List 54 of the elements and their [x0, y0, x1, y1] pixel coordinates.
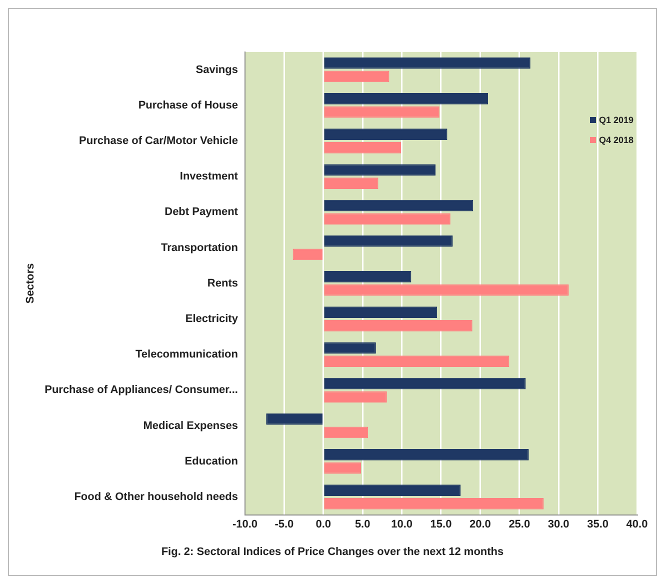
- bar: [324, 213, 450, 225]
- bar: [324, 449, 529, 460]
- y-tick-label: Transportation: [160, 242, 238, 254]
- bar: [324, 200, 474, 212]
- x-tick-label: 30.0: [548, 518, 570, 530]
- bar: [324, 320, 472, 332]
- bar: [324, 128, 448, 140]
- bar: [324, 306, 438, 318]
- bar: [324, 178, 378, 189]
- bar: [324, 235, 453, 247]
- y-tick-label: Savings: [196, 64, 238, 76]
- x-tick-label: 40.0: [626, 518, 648, 530]
- bar: [324, 164, 436, 176]
- x-tick-label: 0.0: [316, 518, 332, 530]
- bar: [324, 57, 530, 69]
- y-tick-label: Investment: [180, 170, 238, 183]
- y-tick-label: Purchase of Appliances/ Consumer...: [44, 384, 238, 396]
- y-tick-label: Food & Other household needs: [74, 491, 238, 504]
- bar: [324, 356, 510, 367]
- bar: [324, 271, 412, 282]
- y-tick-label: Medical Expenses: [143, 420, 238, 432]
- y-tick-label: Electricity: [185, 313, 239, 326]
- x-tick-label: -5.0: [274, 518, 294, 530]
- x-tick-label: 25.0: [508, 518, 530, 530]
- y-tick-label: Rents: [207, 277, 238, 290]
- y-tick-label: Education: [184, 455, 238, 468]
- text: Fig. 2: Sectoral Indices of Price Changes over the next 12 months: [160, 546, 505, 558]
- x-tick-label: -10.0: [232, 518, 258, 530]
- x-tick-label: 10.0: [391, 518, 412, 530]
- legend-label: Q1 2019: [599, 115, 634, 125]
- bar: [324, 391, 387, 403]
- x-tick-label: 15.0: [430, 518, 452, 530]
- x-tick-label: 35.0: [587, 518, 609, 530]
- bar: [324, 484, 461, 496]
- bar: [266, 413, 323, 425]
- bar: [324, 106, 440, 118]
- bar: [324, 284, 569, 296]
- x-tick-label: 5.0: [354, 518, 370, 530]
- bar: [324, 342, 376, 354]
- y-tick-label: Telecommunication: [135, 348, 238, 361]
- x-tick-label: 20.0: [469, 518, 491, 530]
- y-axis-title: Sectors: [24, 263, 37, 304]
- legend-label: Q4 2018: [599, 135, 634, 145]
- bar: [324, 498, 544, 510]
- y-tick-label: Purchase of House: [138, 99, 238, 112]
- bar: [292, 248, 323, 260]
- bar: [324, 93, 488, 104]
- bar: [324, 142, 402, 154]
- bar: [324, 378, 526, 390]
- bar: [324, 426, 368, 438]
- bar: [324, 70, 390, 82]
- y-tick-label: Debt Payment: [164, 206, 238, 218]
- y-tick-label: Purchase of Car/Motor Vehicle: [79, 135, 238, 148]
- bar: [324, 462, 362, 474]
